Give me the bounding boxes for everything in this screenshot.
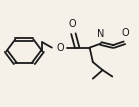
Text: O: O <box>68 19 76 29</box>
Text: O: O <box>121 28 129 38</box>
Text: O: O <box>56 43 64 53</box>
Text: N: N <box>97 29 105 39</box>
